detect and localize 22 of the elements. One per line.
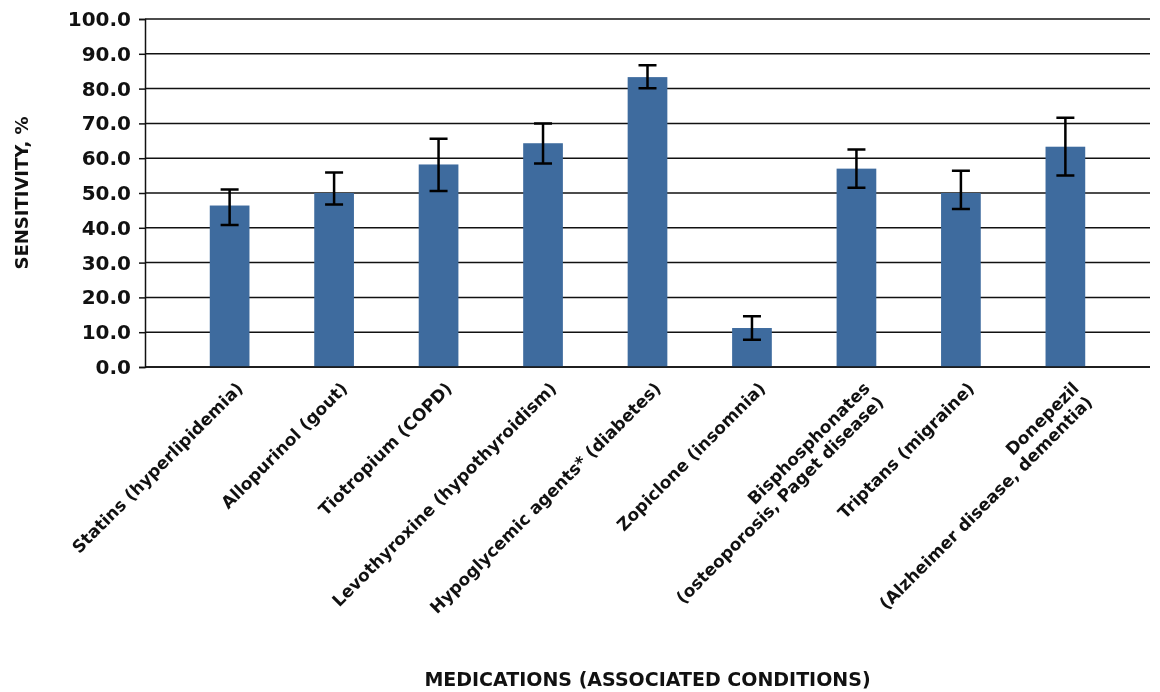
bar — [732, 328, 772, 367]
y-tick-label: 30.0 — [81, 250, 131, 275]
bar — [314, 193, 354, 367]
bar — [1045, 146, 1086, 367]
bar — [523, 143, 563, 367]
bar — [627, 77, 668, 367]
y-tick-label: 10.0 — [81, 320, 131, 345]
y-tick-label: 20.0 — [81, 285, 131, 310]
y-axis-title: SENSITIVITY, % — [11, 116, 32, 270]
bar — [941, 193, 981, 367]
y-tick-label: 50.0 — [81, 180, 131, 205]
bar — [418, 164, 459, 367]
x-axis-title: MEDICATIONS (ASSOCIATED CONDITIONS) — [424, 668, 871, 690]
y-tick-label: 80.0 — [81, 76, 131, 101]
y-tick-label: 70.0 — [81, 111, 131, 136]
bar — [209, 205, 250, 367]
y-tick-label: 90.0 — [81, 41, 131, 66]
bar — [836, 168, 877, 367]
y-tick-label: 60.0 — [81, 146, 131, 171]
y-tick-label: 40.0 — [81, 215, 131, 240]
y-tick-label: 100.0 — [67, 6, 131, 31]
y-tick-label: 0.0 — [95, 354, 131, 379]
